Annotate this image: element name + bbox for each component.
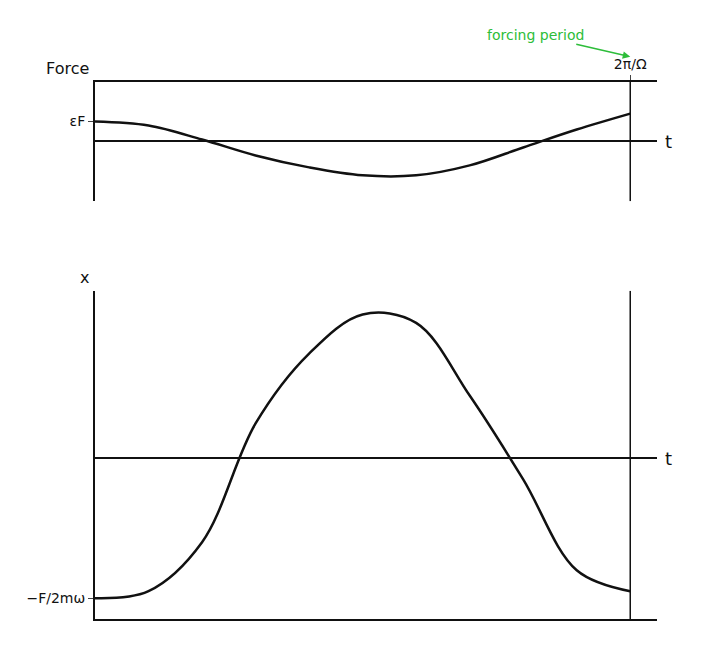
svg-text:t: t bbox=[665, 131, 672, 152]
svg-text:−F/2mω: −F/2mω bbox=[26, 590, 85, 606]
svg-text:εF: εF bbox=[70, 113, 86, 129]
svg-text:x: x bbox=[80, 268, 89, 287]
svg-text:forcing period: forcing period bbox=[487, 27, 584, 43]
svg-text:t: t bbox=[665, 448, 672, 469]
svg-text:2π/Ω: 2π/Ω bbox=[614, 56, 647, 72]
svg-text:Force: Force bbox=[46, 59, 89, 78]
